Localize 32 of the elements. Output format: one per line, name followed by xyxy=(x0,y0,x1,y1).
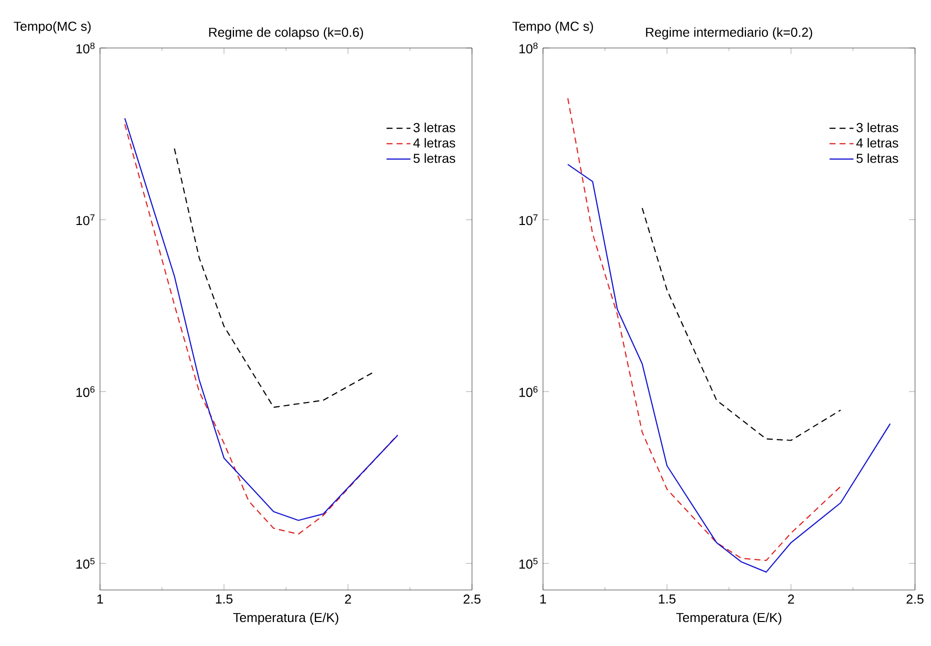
x-tick-label: 2.5 xyxy=(464,594,480,604)
x-tick-label: 1 xyxy=(540,594,546,604)
x-tick-label: 2 xyxy=(788,594,794,604)
x-tick-label: 2.5 xyxy=(906,594,924,604)
legend-label: 5 letras xyxy=(856,153,898,163)
line-series xyxy=(174,148,374,408)
y-axis-title: Tempo(MC s) xyxy=(14,21,91,34)
legend-label: 4 letras xyxy=(856,138,898,148)
line-series xyxy=(642,208,842,441)
x-tick-label: 1.5 xyxy=(658,594,676,604)
y-tick-label: 10$^{5}$ xyxy=(76,558,95,569)
legend-label: 3 letras xyxy=(856,122,898,132)
y-tick-label: 10$^{6}$ xyxy=(519,386,538,397)
y-tick-label: 10$^{6}$ xyxy=(76,386,95,397)
line-series xyxy=(567,98,842,561)
x-tick-label: 1.5 xyxy=(216,594,232,604)
x-axis-title: Temperatura (E/K) xyxy=(676,612,782,625)
y-tick-label: 10$^{8}$ xyxy=(519,42,538,54)
chart-title: Regime intermediario (k=0.2) xyxy=(646,27,812,40)
x-tick-label: 2 xyxy=(345,594,351,604)
line-series xyxy=(567,164,891,573)
y-tick-label: 10$^{7}$ xyxy=(76,214,95,226)
y-tick-label: 10$^{5}$ xyxy=(519,558,538,569)
legend-label: 3 letras xyxy=(414,122,456,132)
x-tick-label: 1 xyxy=(97,594,103,604)
chart-title: Regime de colapso (k=0.6) xyxy=(209,27,364,40)
y-axis-title: Tempo (MC s) xyxy=(512,21,593,34)
y-tick-label: 10$^{7}$ xyxy=(519,214,538,226)
y-tick-label: 10$^{8}$ xyxy=(76,42,95,54)
legend-label: 4 letras xyxy=(413,138,456,148)
legend-label: 5 letras xyxy=(414,153,456,163)
x-axis-title: Temperatura (E/K) xyxy=(233,612,338,625)
